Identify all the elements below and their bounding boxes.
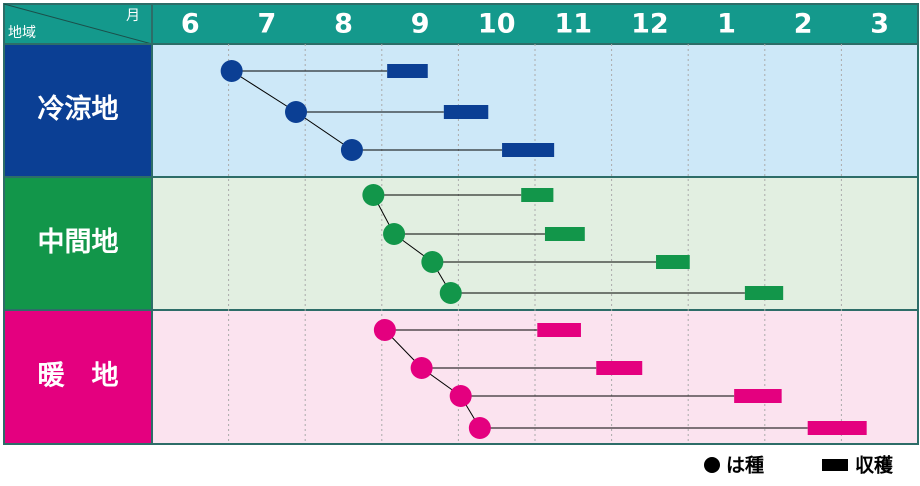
harvest-bar (744, 286, 784, 300)
region-label: 中間地 (38, 227, 119, 258)
sow-dot (449, 385, 472, 407)
sow-dot (285, 101, 308, 123)
harvest-bar (807, 421, 867, 435)
month-label: 6 (181, 9, 200, 40)
legend-sow: は種 (726, 455, 764, 477)
harvest-bar (544, 227, 585, 241)
sow-dot (373, 319, 396, 341)
month-label: 1 (717, 9, 736, 40)
harvest-bar (443, 105, 489, 119)
harvest-bar (656, 255, 690, 269)
sow-dot (421, 251, 444, 273)
harvest-bar (734, 389, 782, 403)
month-label: 3 (870, 9, 889, 40)
region-band (151, 309, 919, 445)
month-header: 月 (126, 8, 140, 24)
legend-harvest: 収穫 (855, 454, 894, 477)
region-header: 地域 (8, 25, 36, 41)
month-label: 8 (334, 9, 353, 40)
sow-dot (340, 139, 363, 161)
connector (231, 70, 297, 113)
harvest-bar (387, 64, 428, 78)
month-label: 11 (555, 9, 593, 40)
region-cell (3, 176, 153, 311)
month-label: 12 (631, 9, 669, 40)
region-cell (3, 43, 153, 178)
sow-dot (220, 60, 243, 82)
sow-dot (383, 223, 406, 245)
harvest-bar (502, 143, 555, 157)
legend-sow-icon (704, 457, 720, 473)
harvest-bar (521, 188, 554, 202)
region-cell (3, 309, 153, 445)
sow-dot (468, 417, 491, 439)
harvest-bar (596, 361, 643, 375)
month-label: 10 (478, 9, 516, 40)
sow-dot (362, 184, 385, 206)
region-label: 冷涼地 (38, 94, 119, 125)
sow-dot (410, 357, 433, 379)
month-label: 7 (258, 9, 277, 40)
harvest-bar (537, 323, 581, 337)
sow-dot (439, 282, 462, 304)
month-label: 2 (794, 9, 813, 40)
legend-harvest-icon (822, 459, 848, 471)
connector (295, 111, 353, 151)
region-label: 暖 地 (38, 361, 119, 392)
corner-diagonal (3, 3, 153, 45)
month-label: 9 (411, 9, 430, 40)
